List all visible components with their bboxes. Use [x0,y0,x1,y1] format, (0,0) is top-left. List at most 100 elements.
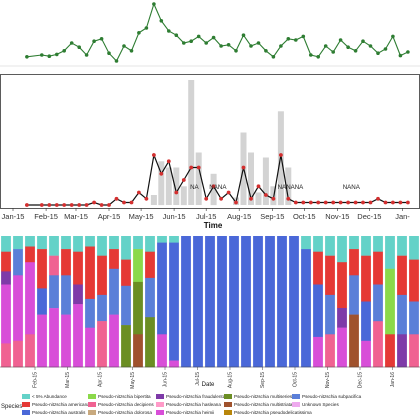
stacked-bar-segment [181,236,191,368]
stacked-bar-segment [73,284,83,305]
middle-data-point [181,178,186,182]
stacked-bar-segment [133,249,143,283]
legend-entry: Unknown Species [292,402,339,408]
middle-data-point [114,196,119,201]
stacked-bar-segment [313,236,323,252]
stacked-bar-segment [313,336,323,368]
middle-data-point [241,165,246,170]
middle-data-point [211,184,216,189]
middle-x-tick-label: Oct-15 [293,212,316,221]
top-data-point [398,53,403,58]
stacked-bar-segment [193,236,203,368]
middle-x-tick-label: Sep-15 [260,212,284,221]
legend-entry: Pseudo-nitzschia americana [22,402,90,408]
bottom-x-tick-label: Apr-15 [98,372,104,387]
stacked-bar-segment [73,251,83,285]
top-data-point [286,37,291,41]
top-data-point [25,55,29,59]
top-data-point [383,47,388,51]
middle-data-point [376,196,380,201]
middle-bar [180,186,187,206]
middle-x-tick-label: Jun-15 [163,212,186,221]
legend-swatch [156,410,164,416]
middle-data-point [92,200,96,205]
stacked-bar-segment [361,301,371,342]
stacked-bar-segment [313,284,323,338]
legend-entry: Pseudo-nitzschia pseudodelicatissima [224,410,312,416]
stacked-bar-segment [349,275,359,315]
top-data-point [182,41,186,45]
middle-data-point [152,153,156,157]
middle-data-point [84,203,89,207]
stacked-bar-segment [1,343,11,368]
stacked-bar-segment [157,334,167,368]
middle-data-point [107,203,111,207]
middle-data-point [398,200,403,205]
legend-label: Pseudo-nitzschia hasleana [166,402,221,407]
bottom-stacked-bar-panel: Feb-15 Mar-15 Apr-15 May-15 Jun-15 Jul-15 Aug-… [0,236,420,389]
middle-bar [262,157,269,205]
stacked-bar-segment [169,236,179,243]
stacked-bar-segment [145,277,155,318]
stacked-bar-segment [349,314,359,368]
legend-entry: Pseudo-nitzschia multiseries [224,394,292,400]
top-data-point [196,34,201,39]
stacked-bar-segment [397,334,407,368]
top-data-point [159,19,164,23]
stacked-bar-segment [385,334,395,368]
stacked-bar-segment [85,327,95,368]
middle-data-point [279,153,283,157]
bottom-x-tick-label: Jan-16 [390,372,396,388]
stacked-bar-segment [145,317,155,368]
middle-data-point [77,203,82,207]
top-data-point [40,53,44,57]
stacked-bar-segment [121,285,131,326]
legend-label: Pseudo-nitzschia subpacifica [302,394,362,399]
top-data-point [346,45,350,49]
middle-data-point [383,200,388,205]
middle-data-point [159,171,164,176]
middle-data-point [293,200,298,205]
top-data-point [69,41,74,45]
stacked-bar-segment [385,268,395,335]
stacked-bar-segment [13,236,23,250]
stacked-bar-segment [1,271,11,285]
stacked-bar-segment [61,275,71,315]
stacked-bar-segment [121,325,131,368]
top-data-point [174,33,179,37]
top-data-point [84,53,89,57]
top-data-point [249,44,253,48]
stacked-bar-segment [25,236,35,247]
middle-x-tick-label: Jan- [395,212,410,221]
legend-swatch [88,394,96,400]
legend-label: Pseudo-nitzschia australis [32,410,86,415]
stacked-bar-segment [133,281,143,335]
stacked-bar-segment [337,308,347,328]
middle-data-point [144,196,149,201]
legend-swatch [156,402,164,408]
middle-bar [158,161,165,206]
legend-swatch [22,402,30,408]
top-data-point [47,54,52,58]
middle-data-point [361,200,365,205]
legend-entry: < 5% Abundance [22,394,67,400]
stacked-bar-segment [361,340,371,368]
bottom-x-tick-label: Nov-15 [325,372,331,388]
stacked-bar-segment [37,249,47,289]
bottom-x-axis-title: Date [202,382,215,388]
na-label: NA [190,184,199,191]
legend-swatch [292,402,300,408]
middle-bar [165,167,172,205]
middle-data-point [256,184,261,189]
middle-data-point [25,203,29,207]
legend-entry: Pseudo-nitzschia australis [22,410,85,416]
legend-label: Pseudo-nitzschia heimii [166,410,215,415]
legend-label: < 5% Abundance [32,394,67,399]
stacked-bar-segment [1,251,11,272]
stacked-bar-segment [13,275,23,342]
middle-series-points [25,153,410,207]
middle-data-point [122,200,126,205]
legend-entry: Pseudo-nitzschia dolorosa [88,410,152,416]
top-data-point [256,41,261,45]
